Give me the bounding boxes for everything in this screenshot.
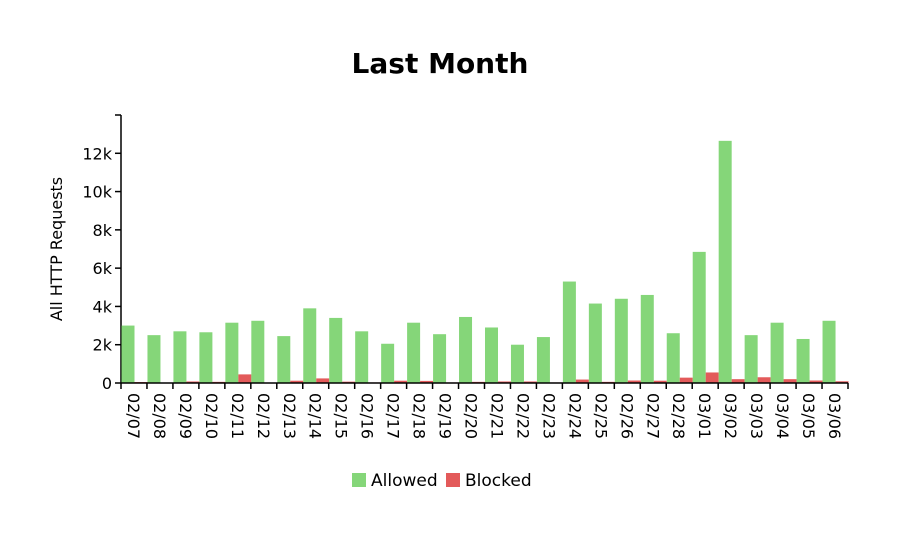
legend-label-allowed: Allowed	[371, 471, 438, 491]
bar-allowed	[640, 294, 654, 383]
bar-blocked	[809, 380, 823, 383]
x-tick-label: 02/14	[306, 393, 325, 439]
bar-blocked	[575, 379, 589, 383]
x-tick-label: 02/25	[591, 393, 610, 439]
bar-blocked	[757, 377, 771, 383]
legend: Allowed Blocked	[352, 471, 532, 491]
x-tick-label: 02/22	[513, 393, 532, 439]
x-tick-label: 03/03	[747, 393, 766, 439]
bar-allowed	[614, 298, 628, 383]
x-tick-label: 02/23	[539, 393, 558, 439]
chart-title: Last Month	[352, 47, 529, 80]
y-axis-label: All HTTP Requests	[47, 177, 66, 321]
x-tick-label: 03/05	[799, 393, 818, 439]
bar-allowed	[562, 281, 576, 383]
y-tick-label: 0	[102, 374, 112, 393]
x-tick-label: 02/07	[124, 393, 143, 439]
bar-blocked	[835, 381, 849, 383]
bar-blocked	[523, 381, 537, 383]
bar-blocked	[705, 372, 719, 383]
bar-allowed	[407, 322, 421, 383]
bar-allowed	[277, 336, 291, 383]
x-tick-label: 02/16	[358, 393, 377, 439]
bar-allowed	[744, 335, 758, 383]
bar-allowed	[329, 317, 343, 383]
bar-allowed	[588, 303, 602, 383]
bar-blocked	[290, 380, 304, 383]
bar-allowed	[822, 320, 836, 383]
bar-allowed	[459, 316, 473, 383]
bar-allowed	[666, 333, 680, 383]
bar-blocked	[653, 380, 667, 383]
x-tick-label: 02/18	[410, 393, 429, 439]
bar-blocked	[627, 380, 641, 383]
bar-blocked	[679, 377, 693, 383]
bar-allowed	[147, 335, 161, 383]
x-tick-label: 02/08	[150, 393, 169, 439]
y-tick-label: 4k	[93, 297, 113, 316]
y-axis: 0 2k 4k 6k 8k 10k 12k	[82, 114, 122, 393]
y-tick-label: 10k	[82, 183, 112, 202]
x-tick-label: 02/20	[462, 393, 481, 439]
bar-allowed	[770, 322, 784, 383]
bar-allowed	[796, 338, 810, 383]
x-tick-label: 02/12	[254, 393, 273, 439]
bars-group	[121, 140, 849, 383]
legend-swatch-allowed	[352, 473, 366, 487]
bar-blocked	[731, 379, 745, 383]
legend-swatch-blocked	[446, 473, 460, 487]
bar-blocked	[498, 381, 511, 383]
bar-blocked	[238, 374, 252, 383]
x-tick-label: 02/17	[384, 393, 403, 439]
x-tick-label: 02/28	[669, 393, 688, 439]
bar-allowed	[303, 308, 317, 383]
legend-label-blocked: Blocked	[465, 471, 532, 491]
x-tick-label: 02/09	[176, 393, 195, 439]
y-tick-label: 2k	[93, 336, 113, 355]
y-tick-label: 12k	[82, 144, 112, 163]
x-tick-label: 02/13	[280, 393, 299, 439]
bar-allowed	[718, 140, 732, 383]
x-tick-label: 03/04	[773, 393, 792, 439]
x-tick-label: 02/10	[202, 393, 221, 439]
bar-allowed	[173, 331, 187, 383]
bar-allowed	[199, 332, 213, 383]
bar-allowed	[433, 334, 447, 383]
bar-blocked	[186, 381, 200, 383]
bar-allowed	[510, 344, 524, 383]
bar-allowed	[485, 327, 498, 383]
bar-allowed	[121, 325, 135, 383]
bar-blocked	[783, 379, 797, 383]
x-tick-label: 02/11	[228, 393, 247, 439]
x-tick-label: 03/01	[695, 393, 714, 439]
x-tick-label: 02/15	[332, 393, 351, 439]
x-tick-label: 02/24	[565, 393, 584, 439]
x-tick-label: 02/27	[643, 393, 662, 439]
bar-allowed	[692, 251, 706, 383]
bar-allowed	[225, 322, 239, 383]
x-tick-label: 02/21	[487, 393, 506, 439]
x-tick-label: 03/02	[721, 393, 740, 439]
bar-allowed	[355, 331, 369, 383]
bar-allowed	[381, 343, 395, 383]
bar-blocked	[394, 380, 408, 383]
x-tick-label: 02/26	[617, 393, 636, 439]
y-tick-label: 8k	[93, 221, 113, 240]
x-axis: 02/07 02/08 02/09 02/10 02/11 02/12 02/13 02/14…	[120, 382, 849, 439]
y-tick-label: 6k	[93, 259, 113, 278]
bar-blocked	[420, 380, 434, 383]
x-tick-label: 02/19	[436, 393, 455, 439]
x-tick-label: 03/06	[825, 393, 844, 439]
bar-allowed	[536, 337, 550, 383]
bar-allowed	[251, 320, 265, 383]
bar-blocked	[316, 378, 330, 383]
